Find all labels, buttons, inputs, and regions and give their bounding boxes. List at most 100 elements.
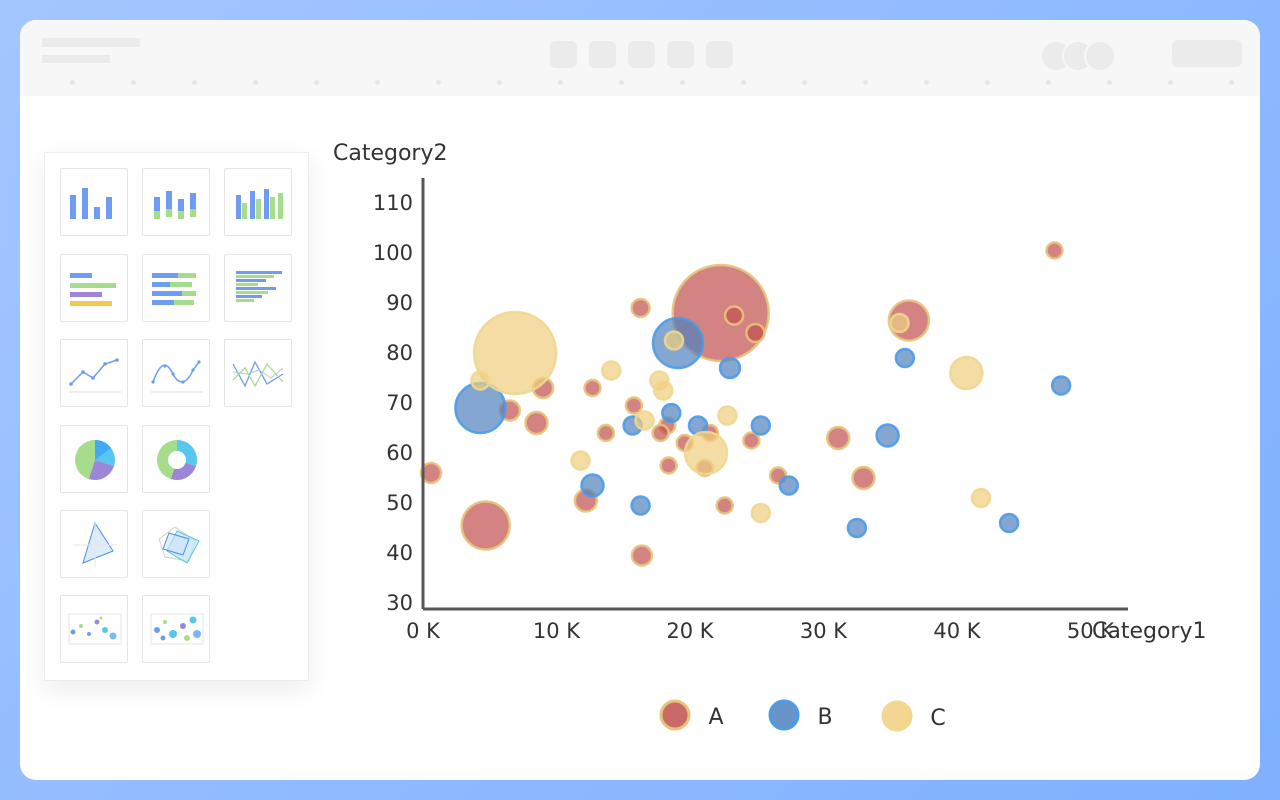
legend-label: B: [817, 705, 832, 730]
y-tick-label: 70: [386, 391, 413, 415]
bubble-A[interactable]: [715, 496, 734, 515]
bubble-chart: 30 40 50 60 70 80 90 100 110 0 K 10 K 20 K 30 K 40 K 5…: [333, 141, 1207, 732]
stacked-horizontal-bar-chart-icon: [152, 273, 196, 305]
donut-chart-icon: [157, 440, 197, 480]
y-tick-label: 90: [386, 291, 413, 315]
line-chart-icon: [69, 358, 121, 393]
bubble-chart-icon[interactable]: [142, 595, 210, 663]
bubble-C[interactable]: [889, 312, 910, 334]
stacked-bar-chart-icon: [154, 191, 196, 219]
bubble-layer: [419, 241, 1072, 567]
bubble-C[interactable]: [472, 310, 558, 396]
legend-swatch: [881, 700, 913, 732]
bubble-B[interactable]: [1050, 375, 1072, 396]
bubble-C[interactable]: [570, 450, 591, 471]
bubble-C[interactable]: [663, 330, 685, 351]
legend-item-B[interactable]: B: [768, 699, 833, 731]
toolbar-placeholder: [20, 20, 1260, 96]
title-placeholder: [42, 38, 140, 47]
bubble-A[interactable]: [630, 544, 654, 567]
y-tick-label: 50: [386, 491, 413, 515]
bubble-B[interactable]: [580, 473, 605, 498]
divider-dot: [192, 80, 197, 85]
bubble-A[interactable]: [624, 396, 644, 415]
bar-chart-icon[interactable]: [60, 168, 128, 236]
bubble-A[interactable]: [651, 423, 670, 443]
multi-line-chart-icon[interactable]: [224, 339, 292, 407]
smooth-line-chart-icon[interactable]: [142, 339, 210, 407]
bubble-C[interactable]: [717, 405, 738, 426]
series-A: [419, 241, 1064, 567]
toolbar-button-4[interactable]: [667, 41, 694, 68]
toolbar-button-2[interactable]: [589, 41, 616, 68]
radar-chart-icon[interactable]: [60, 510, 128, 578]
bubble-A[interactable]: [460, 500, 511, 551]
line-chart-icon[interactable]: [60, 339, 128, 407]
toolbar-button-1[interactable]: [550, 41, 577, 68]
bubble-C[interactable]: [653, 380, 674, 401]
legend-swatch: [768, 699, 800, 731]
horizontal-bar-chart-icon[interactable]: [60, 254, 128, 322]
bubble-A[interactable]: [583, 378, 602, 398]
bubble-B[interactable]: [630, 495, 651, 516]
bubble-A[interactable]: [851, 465, 876, 491]
divider-dot: [314, 80, 319, 85]
toolbar-divider-dots: [20, 80, 1260, 86]
toolbar-button-3[interactable]: [628, 41, 655, 68]
bubble-B[interactable]: [718, 356, 742, 380]
chart-axes: 30 40 50 60 70 80 90 100 110 0 K 10 K 20 K 30 K 40 K 5…: [333, 141, 1207, 644]
bubble-B[interactable]: [661, 402, 682, 424]
pie-chart-icon[interactable]: [60, 425, 128, 493]
divider-dot: [131, 80, 136, 85]
bubble-A[interactable]: [745, 322, 766, 344]
bubble-A[interactable]: [630, 297, 651, 319]
bubble-A[interactable]: [419, 461, 443, 485]
divider-dot: [1107, 80, 1112, 85]
bubble-A[interactable]: [742, 431, 761, 450]
series-C: [470, 310, 992, 524]
x-tick-label: 20 K: [666, 619, 714, 643]
bubble-B[interactable]: [894, 347, 916, 369]
divider-dot: [1046, 80, 1051, 85]
bubble-A[interactable]: [723, 305, 745, 326]
grouped-bar-chart-icon[interactable]: [224, 168, 292, 236]
bubble-A[interactable]: [825, 425, 851, 451]
donut-chart-icon[interactable]: [142, 425, 210, 493]
bubble-B[interactable]: [846, 517, 868, 539]
avatar[interactable]: [1084, 40, 1116, 72]
scatter-chart-icon[interactable]: [60, 595, 128, 663]
divider-dot: [680, 80, 685, 85]
legend-item-C[interactable]: C: [881, 700, 946, 732]
action-button-placeholder[interactable]: [1172, 40, 1242, 67]
stacked-bar-chart-icon[interactable]: [142, 168, 210, 236]
bubble-B[interactable]: [750, 415, 772, 436]
legend-item-A[interactable]: A: [659, 699, 724, 731]
bubble-C[interactable]: [683, 430, 729, 476]
y-tick-label: 30: [386, 591, 413, 615]
multi-radar-chart-icon[interactable]: [142, 510, 210, 578]
grouped-horizontal-bar-chart-icon[interactable]: [224, 254, 292, 322]
x-tick-label: 40 K: [933, 619, 981, 643]
bubble-C[interactable]: [970, 487, 992, 509]
subtitle-placeholder: [42, 55, 110, 63]
toolbar-button-5[interactable]: [706, 41, 733, 68]
divider-dot: [70, 80, 75, 85]
y-tick-label: 40: [386, 541, 413, 565]
divider-dot: [375, 80, 380, 85]
bubble-A[interactable]: [596, 423, 616, 443]
x-tick-label: 50 K: [1067, 619, 1115, 643]
bubble-A[interactable]: [659, 456, 678, 475]
pie-chart-icon: [75, 440, 115, 480]
bubble-A[interactable]: [524, 410, 549, 436]
y-tick-label: 80: [386, 341, 413, 365]
bubble-B[interactable]: [875, 423, 900, 448]
bubble-B[interactable]: [998, 512, 1020, 534]
stacked-horizontal-bar-chart-icon[interactable]: [142, 254, 210, 322]
bubble-C[interactable]: [470, 370, 491, 391]
bubble-C[interactable]: [949, 355, 984, 391]
bubble-C[interactable]: [634, 410, 655, 431]
bubble-B[interactable]: [778, 475, 800, 496]
bubble-C[interactable]: [750, 502, 772, 524]
bubble-C[interactable]: [600, 360, 622, 381]
bubble-A[interactable]: [1045, 241, 1064, 260]
